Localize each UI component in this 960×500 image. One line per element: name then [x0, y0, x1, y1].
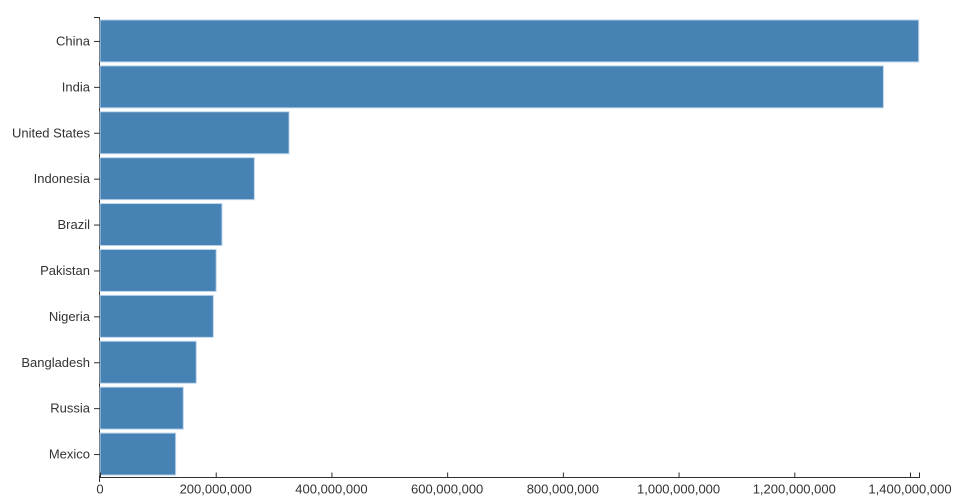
- x-tick-label: 0: [96, 482, 103, 497]
- y-tick-label: China: [56, 33, 91, 48]
- y-tick-label: Russia: [50, 401, 91, 416]
- bar: [99, 340, 197, 384]
- bar: [99, 203, 223, 247]
- bar: [99, 157, 255, 201]
- y-tick-label: Pakistan: [40, 263, 90, 278]
- bar: [99, 65, 884, 109]
- y-tick-label: Bangladesh: [21, 355, 90, 370]
- x-tick-label: 800,000,000: [527, 482, 599, 497]
- bar: [99, 386, 184, 430]
- bar: [99, 19, 920, 63]
- x-tick-label: 1,200,000,000: [753, 482, 836, 497]
- x-tick-label: 600,000,000: [411, 482, 483, 497]
- x-tick-label: 200,000,000: [180, 482, 252, 497]
- y-tick-label: Brazil: [57, 217, 90, 232]
- y-tick-label: Nigeria: [49, 309, 91, 324]
- y-tick-label: United States: [12, 125, 91, 140]
- y-tick-label: India: [62, 79, 91, 94]
- bar: [99, 111, 290, 155]
- x-tick-label: 1,400,000,000: [868, 482, 951, 497]
- y-tick-label: Mexico: [49, 447, 90, 462]
- bar: [99, 432, 177, 476]
- y-tick-label: Indonesia: [34, 171, 91, 186]
- bar: [99, 294, 214, 338]
- bar: [99, 248, 217, 292]
- x-tick-label: 1,000,000,000: [637, 482, 720, 497]
- x-tick-label: 400,000,000: [295, 482, 367, 497]
